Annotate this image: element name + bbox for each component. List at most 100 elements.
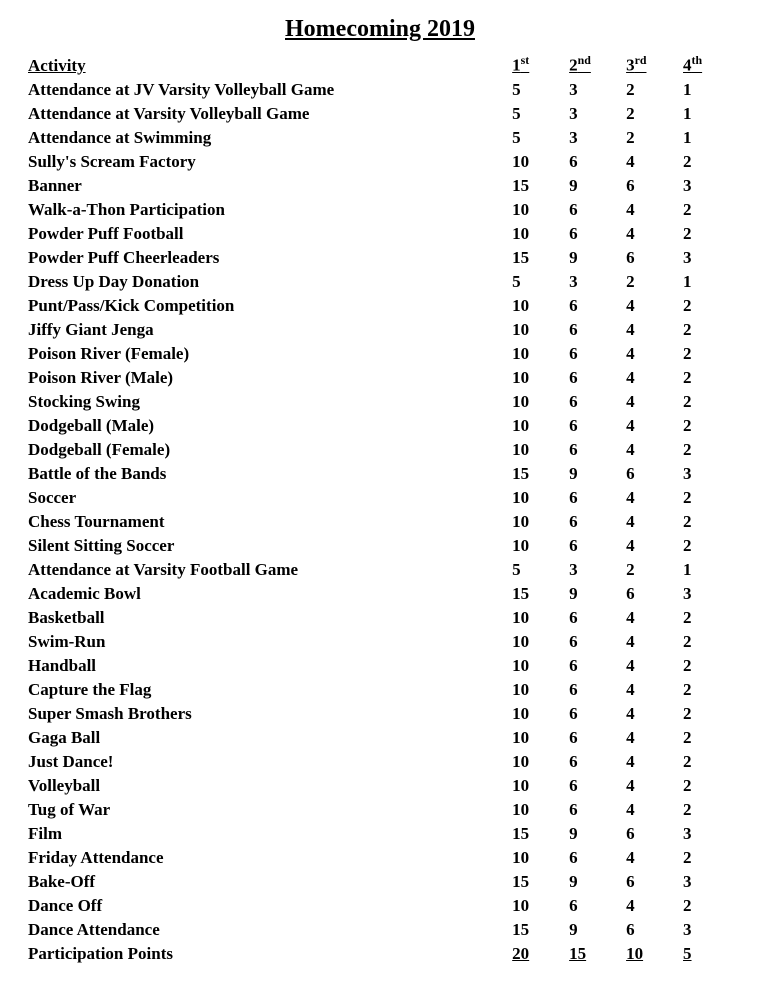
table-row: Attendance at Swimming5321	[24, 126, 736, 150]
table-row: Walk-a-Thon Participation10642	[24, 198, 736, 222]
points-cell: 9	[565, 870, 622, 894]
table-row: Dress Up Day Donation5321	[24, 270, 736, 294]
points-cell: 4	[622, 750, 679, 774]
points-cell: 4	[622, 366, 679, 390]
points-cell: 2	[679, 294, 736, 318]
activity-cell: Stocking Swing	[24, 390, 508, 414]
table-row: Bake-Off15963	[24, 870, 736, 894]
table-row: Battle of the Bands15963	[24, 462, 736, 486]
points-cell: 20	[508, 942, 565, 966]
points-cell: 4	[622, 846, 679, 870]
points-cell: 6	[565, 750, 622, 774]
points-cell: 9	[565, 174, 622, 198]
points-cell: 2	[679, 510, 736, 534]
activity-cell: Dance Attendance	[24, 918, 508, 942]
table-row: Poison River (Male)10642	[24, 366, 736, 390]
points-cell: 6	[565, 534, 622, 558]
points-cell: 2	[679, 318, 736, 342]
points-cell: 10	[508, 342, 565, 366]
points-cell: 1	[679, 558, 736, 582]
points-cell: 15	[508, 174, 565, 198]
table-row: Jiffy Giant Jenga10642	[24, 318, 736, 342]
page-title: Homecoming 2019	[24, 16, 736, 43]
points-cell: 15	[565, 942, 622, 966]
activity-cell: Capture the Flag	[24, 678, 508, 702]
points-cell: 6	[565, 414, 622, 438]
header-1st: 1st	[508, 51, 565, 78]
points-cell: 15	[508, 582, 565, 606]
points-cell: 10	[508, 198, 565, 222]
activity-cell: Powder Puff Cheerleaders	[24, 246, 508, 270]
activity-cell: Silent Sitting Soccer	[24, 534, 508, 558]
points-cell: 5	[508, 558, 565, 582]
points-cell: 10	[508, 630, 565, 654]
header-2nd: 2nd	[565, 51, 622, 78]
points-cell: 4	[622, 678, 679, 702]
points-cell: 10	[508, 846, 565, 870]
points-cell: 4	[622, 702, 679, 726]
points-cell: 2	[679, 222, 736, 246]
table-row: Handball10642	[24, 654, 736, 678]
activity-cell: Poison River (Female)	[24, 342, 508, 366]
points-cell: 2	[622, 102, 679, 126]
header-row: Activity 1st 2nd 3rd 4th	[24, 51, 736, 78]
points-cell: 10	[508, 798, 565, 822]
activity-cell: Bake-Off	[24, 870, 508, 894]
table-row: Attendance at Varsity Football Game5321	[24, 558, 736, 582]
points-cell: 4	[622, 438, 679, 462]
table-row: Attendance at Varsity Volleyball Game532…	[24, 102, 736, 126]
points-cell: 4	[622, 294, 679, 318]
activity-cell: Banner	[24, 174, 508, 198]
points-cell: 2	[679, 366, 736, 390]
table-row: Swim-Run10642	[24, 630, 736, 654]
points-cell: 10	[508, 534, 565, 558]
header-4th: 4th	[679, 51, 736, 78]
table-row: Capture the Flag10642	[24, 678, 736, 702]
activity-cell: Attendance at Swimming	[24, 126, 508, 150]
table-row: Chess Tournament10642	[24, 510, 736, 534]
points-cell: 2	[679, 750, 736, 774]
points-cell: 3	[565, 558, 622, 582]
points-cell: 2	[679, 486, 736, 510]
points-cell: 6	[622, 870, 679, 894]
points-cell: 5	[508, 126, 565, 150]
table-row: Dance Off10642	[24, 894, 736, 918]
points-cell: 3	[679, 870, 736, 894]
points-cell: 2	[679, 198, 736, 222]
activity-cell: Volleyball	[24, 774, 508, 798]
activity-cell: Chess Tournament	[24, 510, 508, 534]
points-cell: 4	[622, 606, 679, 630]
activity-cell: Film	[24, 822, 508, 846]
points-cell: 6	[565, 486, 622, 510]
points-cell: 6	[565, 366, 622, 390]
points-cell: 3	[679, 462, 736, 486]
activity-cell: Dress Up Day Donation	[24, 270, 508, 294]
points-cell: 9	[565, 582, 622, 606]
activity-cell: Soccer	[24, 486, 508, 510]
points-cell: 5	[508, 270, 565, 294]
table-row: Film15963	[24, 822, 736, 846]
points-cell: 6	[622, 582, 679, 606]
activity-cell: Jiffy Giant Jenga	[24, 318, 508, 342]
table-row: Gaga Ball10642	[24, 726, 736, 750]
points-cell: 3	[565, 270, 622, 294]
table-row: Powder Puff Football10642	[24, 222, 736, 246]
points-cell: 6	[565, 726, 622, 750]
points-cell: 1	[679, 270, 736, 294]
points-cell: 2	[679, 414, 736, 438]
points-cell: 10	[508, 606, 565, 630]
points-cell: 10	[508, 222, 565, 246]
table-row: Banner15963	[24, 174, 736, 198]
points-cell: 4	[622, 342, 679, 366]
points-cell: 2	[679, 342, 736, 366]
points-cell: 2	[679, 846, 736, 870]
points-cell: 10	[508, 702, 565, 726]
points-cell: 4	[622, 150, 679, 174]
points-table: Activity 1st 2nd 3rd 4th Attendance at J…	[24, 51, 736, 966]
points-cell: 2	[679, 606, 736, 630]
activity-cell: Academic Bowl	[24, 582, 508, 606]
points-cell: 2	[679, 150, 736, 174]
points-cell: 10	[508, 414, 565, 438]
table-row: Sully's Scream Factory10642	[24, 150, 736, 174]
activity-cell: Dodgeball (Male)	[24, 414, 508, 438]
